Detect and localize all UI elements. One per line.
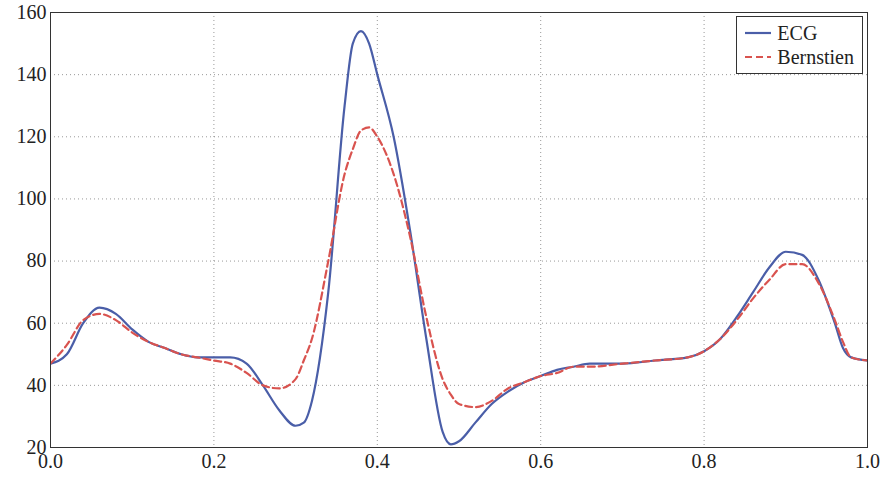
svg-text:0.6: 0.6: [528, 450, 553, 472]
svg-text:60: 60: [27, 312, 47, 334]
svg-text:40: 40: [27, 374, 47, 396]
html-text:Bernstien: Bernstien: [777, 45, 854, 68]
svg-text:0.0: 0.0: [38, 449, 63, 472]
svg-text:0.2: 0.2: [201, 450, 226, 472]
svg-text:140: 140: [17, 63, 47, 85]
svg-text:80: 80: [27, 249, 47, 271]
svg-text:120: 120: [17, 125, 47, 147]
svg-text:20: 20: [27, 436, 47, 458]
html-text:ECG: ECG: [777, 21, 818, 44]
svg-text:1.0: 1.0: [855, 450, 880, 472]
svg-text:0.4: 0.4: [365, 450, 390, 472]
svg-text:100: 100: [17, 187, 47, 209]
svg-text:160: 160: [17, 1, 47, 23]
svg-text:0.8: 0.8: [692, 450, 717, 472]
